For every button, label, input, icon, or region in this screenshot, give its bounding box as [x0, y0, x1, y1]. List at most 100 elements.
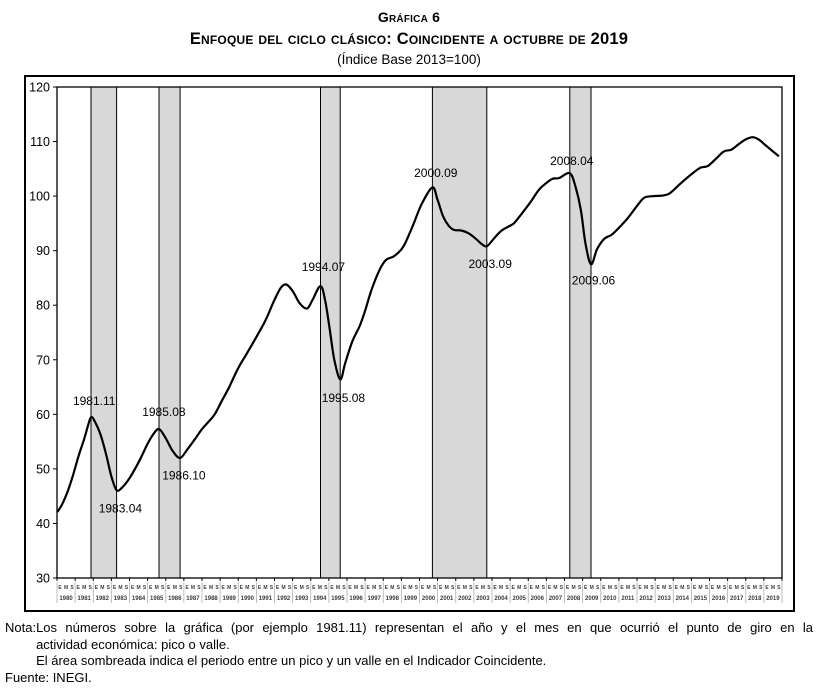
x-month-label: M: [318, 585, 322, 591]
x-month-label: M: [227, 585, 231, 591]
y-tick-label: 120: [29, 81, 50, 95]
y-tick-label: 40: [36, 517, 50, 531]
x-year-label: 2004: [494, 596, 508, 602]
x-month-label: E: [149, 585, 153, 591]
x-month-label: S: [650, 585, 654, 591]
figure-frame: 120 110 100 90 80 70 60 50 40 30 E M S 1980 E M S 1981 E M S…: [24, 75, 795, 612]
x-year-label: 1992: [277, 596, 291, 602]
x-month-label: M: [517, 585, 521, 591]
x-month-label: E: [367, 585, 371, 591]
x-year-label: 1982: [96, 596, 110, 602]
x-month-label: M: [680, 585, 684, 591]
note-block: Nota: Los números sobre la gráfica (por …: [5, 620, 813, 686]
x-year-label: 2016: [712, 596, 726, 602]
x-month-label: E: [638, 585, 642, 591]
x-month-label: E: [348, 585, 352, 591]
x-month-label: S: [777, 585, 781, 591]
x-month-label: M: [771, 585, 775, 591]
x-month-label: E: [185, 585, 189, 591]
x-month-label: E: [457, 585, 461, 591]
x-year-label: 2002: [458, 596, 472, 602]
x-year-label: 1990: [241, 596, 255, 602]
x-year-label: 1988: [204, 596, 218, 602]
x-month-label: S: [179, 585, 183, 591]
x-year-label: 1998: [386, 596, 400, 602]
x-month-label: M: [717, 585, 721, 591]
x-month-label: E: [330, 585, 334, 591]
x-month-label: S: [723, 585, 727, 591]
x-month-label: M: [354, 585, 358, 591]
x-month-label: S: [687, 585, 691, 591]
x-month-label: M: [463, 585, 467, 591]
x-year-label: 2013: [658, 596, 672, 602]
x-month-label: E: [566, 585, 570, 591]
x-year-label: 1985: [150, 596, 164, 602]
note-line-3: El área sombreada indica el periodo entr…: [36, 653, 547, 668]
x-year-label: 1987: [186, 596, 200, 602]
x-month-label: M: [572, 585, 576, 591]
x-month-label: S: [632, 585, 636, 591]
y-tick-label: 100: [29, 190, 50, 204]
x-year-label: 2011: [621, 596, 635, 602]
x-year-label: 1999: [404, 596, 418, 602]
x-month-label: M: [626, 585, 630, 591]
x-year-label: 2000: [422, 596, 436, 602]
x-month-label: E: [312, 585, 316, 591]
x-month-label: E: [240, 585, 244, 591]
x-month-label: M: [100, 585, 104, 591]
x-month-label: M: [662, 585, 666, 591]
x-month-label: S: [433, 585, 437, 591]
x-month-label: S: [306, 585, 310, 591]
x-year-label: 2019: [766, 596, 780, 602]
chart-subtitle: (Índice Base 2013=100): [337, 51, 481, 67]
x-month-label: S: [288, 585, 292, 591]
x-month-label: E: [203, 585, 207, 591]
x-month-label: E: [765, 585, 769, 591]
title-block: Gráfica 6 Enfoque del ciclo clásico: Coi…: [0, 8, 818, 70]
x-month-label: S: [197, 585, 201, 591]
turning-point-label: 1981.11: [73, 394, 116, 408]
turning-point-label: 2009.06: [572, 274, 616, 288]
x-month-label: E: [439, 585, 443, 591]
x-month-label: M: [735, 585, 739, 591]
x-year-label: 2010: [603, 596, 617, 602]
recession-band: [158, 86, 181, 579]
series-line: [56, 136, 780, 513]
x-year-label: 2012: [639, 596, 653, 602]
x-month-label: S: [669, 585, 673, 591]
turning-point-label: 2000.09: [414, 166, 458, 180]
x-month-label: E: [131, 585, 135, 591]
turning-point-label: 1985.08: [142, 405, 186, 419]
x-month-label: M: [753, 585, 757, 591]
x-month-label: M: [408, 585, 412, 591]
x-month-label: M: [535, 585, 539, 591]
x-year-label: 1994: [313, 596, 327, 602]
x-month-label: E: [729, 585, 733, 591]
note-line-2: actividad económica: pico o valle.: [36, 636, 230, 652]
x-month-label: E: [222, 585, 226, 591]
x-year-label: 1984: [132, 596, 146, 602]
x-month-label: E: [512, 585, 516, 591]
x-month-label: S: [70, 585, 74, 591]
x-month-label: M: [553, 585, 557, 591]
x-month-label: E: [421, 585, 425, 591]
x-year-label: 2007: [549, 596, 563, 602]
x-year-label: 2009: [585, 596, 599, 602]
x-month-label: S: [614, 585, 618, 591]
x-month-label: S: [215, 585, 219, 591]
recession-band: [431, 86, 488, 579]
x-month-label: S: [252, 585, 256, 591]
x-month-label: E: [693, 585, 697, 591]
x-year-label: 1996: [349, 596, 363, 602]
note-body: Los números sobre la gráfica (por ejempl…: [36, 620, 813, 670]
chart-number-title: Gráfica 6: [377, 9, 441, 25]
x-month-label: E: [95, 585, 99, 591]
x-year-label: 2015: [694, 596, 708, 602]
x-month-label: E: [530, 585, 534, 591]
x-month-label: M: [499, 585, 503, 591]
x-month-label: M: [390, 585, 394, 591]
x-year-label: 1981: [78, 596, 92, 602]
turning-point-label: 1983.04: [99, 502, 143, 516]
x-month-label: E: [548, 585, 552, 591]
